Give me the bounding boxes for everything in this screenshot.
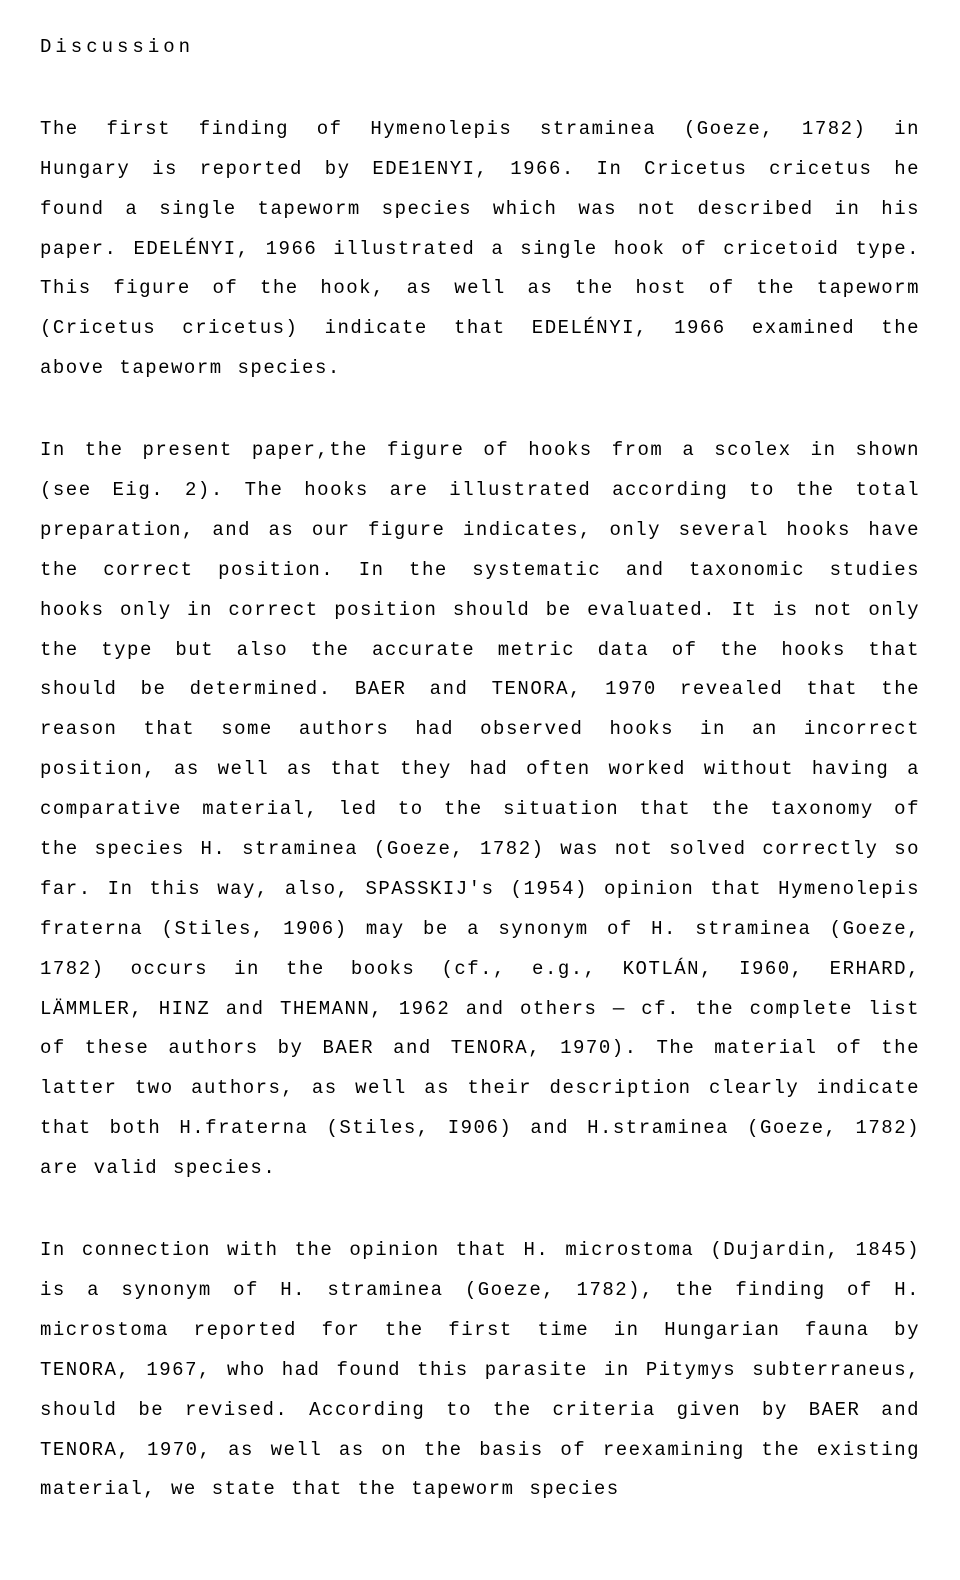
paragraph-1: The first finding of Hymenolepis stramin… xyxy=(40,110,920,389)
paragraph-3: In connection with the opinion that H. m… xyxy=(40,1231,920,1510)
paragraph-2: In the present paper,the figure of hooks… xyxy=(40,431,920,1189)
discussion-heading: Discussion xyxy=(40,28,920,68)
